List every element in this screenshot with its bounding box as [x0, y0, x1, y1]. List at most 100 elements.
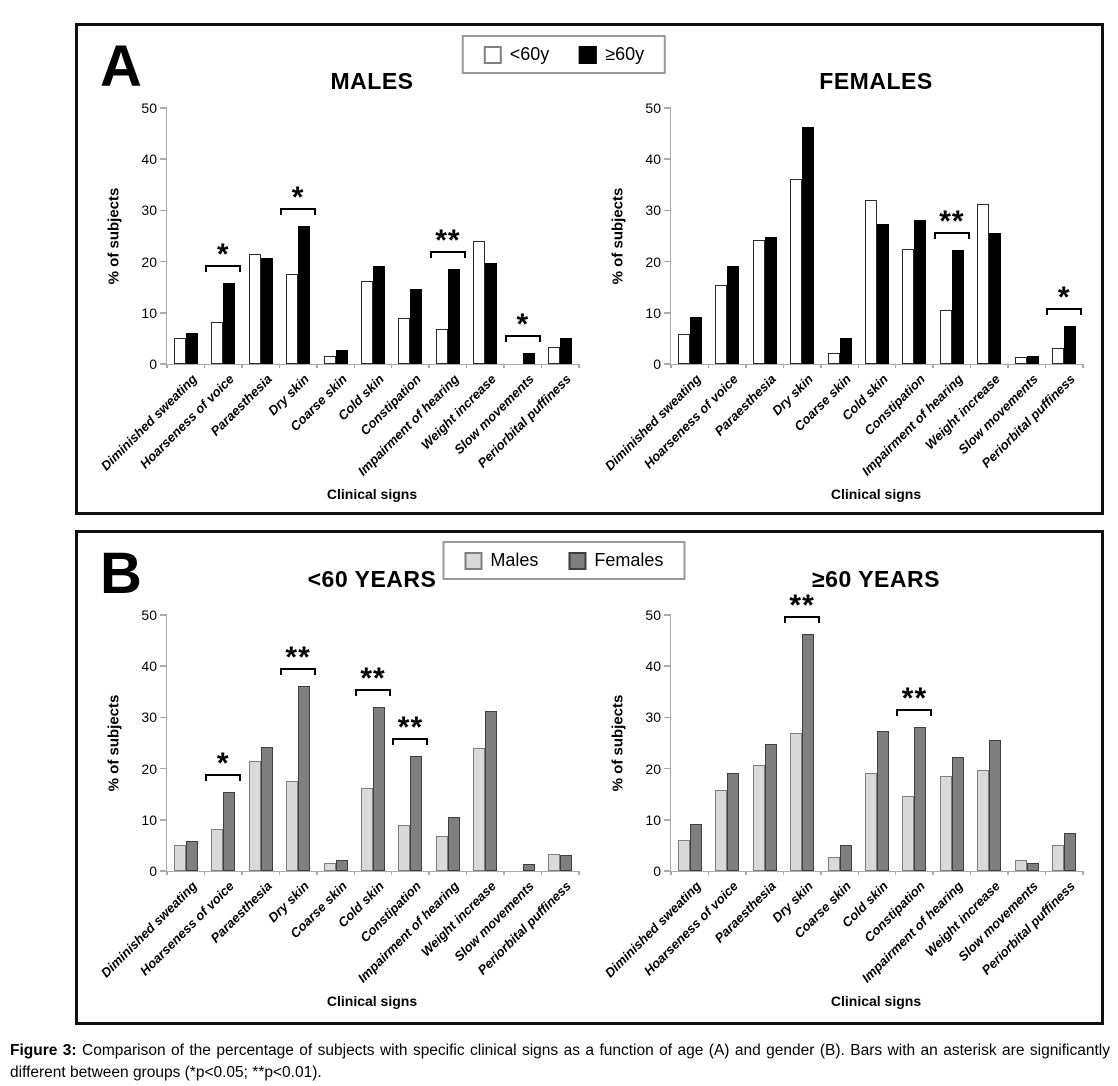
y-axis-tick [664, 260, 671, 263]
x-axis-tick [465, 871, 468, 875]
bar-constipation-females [914, 727, 927, 871]
bar-dry-skin-60y [802, 126, 815, 364]
x-axis-tick [428, 871, 430, 875]
y-axis-tick [664, 819, 671, 821]
y-axis-tick [160, 209, 167, 212]
x-axis-tick [578, 364, 580, 368]
y-axis-tick [664, 665, 671, 667]
x-axis-tick [390, 364, 393, 368]
sig-star-impairment-of-hearing: ** [939, 204, 965, 238]
x-axis-tick [857, 871, 860, 875]
bar-impairment-of-hearing-60y [951, 249, 964, 364]
x-axis-tick [465, 364, 468, 368]
bar-dry-skin-60y [298, 225, 311, 364]
y-tick-label: 30 [645, 202, 661, 219]
bar-periorbital-puffiness-females [560, 855, 573, 871]
bar-weight-increase-males [977, 770, 990, 871]
x-axis-tick [1082, 364, 1084, 368]
bar-coarse-skin-60y [839, 338, 852, 364]
bar-paraesthesia-60y [764, 237, 777, 364]
chart-under-60-years: <60 YEARS % of subjects 0 10 20 30 40 50 Dimin… [78, 533, 583, 1022]
x-axis-tick [203, 364, 206, 368]
x-axis-tick [203, 871, 206, 875]
y-axis-tick [160, 312, 167, 314]
y-tick-label: 20 [645, 760, 661, 777]
y-axis-tick [160, 819, 167, 821]
bar-dry-skin-60y [790, 178, 803, 364]
x-axis-tick [390, 871, 393, 875]
sig-bracket-constipation [392, 737, 429, 745]
sig-bracket-hoarseness-of-voice [205, 265, 242, 273]
x-axis-tick [316, 364, 318, 368]
bar-weight-increase-males [473, 748, 486, 871]
y-tick-label: 20 [645, 253, 661, 270]
x-axis-tick [166, 871, 168, 875]
y-axis-tick [160, 870, 167, 872]
bar-constipation-60y [914, 220, 927, 364]
panel-a: A <60y ≥60y MALES % of subjects 0 10 20 30 4… [75, 23, 1104, 515]
x-axis-tick [1044, 871, 1047, 875]
bar-dry-skin-females [298, 685, 311, 871]
x-axis-tick [1007, 871, 1009, 875]
chart-title-males: MALES [330, 68, 414, 94]
y-axis-tick [160, 107, 167, 109]
bar-cold-skin-males [361, 788, 373, 871]
bar-hoarseness-of-voice-males [211, 828, 224, 871]
y-axis-tick [664, 614, 671, 616]
y-axis-tick [160, 158, 167, 160]
x-axis-tick [969, 364, 972, 368]
y-tick-label: 50 [141, 100, 157, 116]
x-axis-tick [932, 871, 934, 875]
y-tick-label: 20 [141, 253, 157, 270]
bar-diminished-sweating-females [689, 824, 702, 871]
x-axis-tick [241, 364, 243, 368]
bar-cold-skin-60y [877, 224, 889, 364]
y-tick-label: 30 [645, 709, 661, 726]
x-axis-tick [241, 871, 243, 875]
bar-hoarseness-of-voice-females [727, 773, 740, 871]
bar-periorbital-puffiness-males [548, 853, 561, 871]
bar-impairment-of-hearing-males [435, 835, 448, 871]
x-axis-tick [969, 871, 972, 875]
legend-item-over60: ≥60y [579, 44, 644, 65]
x-axis-tick [503, 364, 505, 368]
bar-paraesthesia-females [764, 744, 777, 871]
sig-star-periorbital-puffiness: * [1057, 281, 1071, 315]
sig-bracket-dry-skin [280, 667, 317, 675]
chart-over-60-years: ≥60 YEARS % of subjects 0 10 20 30 40 50 Dimin… [582, 533, 1087, 1022]
figure-caption: Figure 3: Comparison of the percentage o… [10, 1040, 1110, 1084]
y-axis-tick [664, 158, 671, 160]
bar-coarse-skin-females [335, 860, 348, 871]
x-axis-tick [857, 364, 860, 368]
x-axis-tick [782, 871, 785, 875]
sig-bracket-periorbital-puffiness [1046, 308, 1083, 316]
sig-star-dry-skin: * [291, 180, 305, 214]
bar-paraesthesia-60y [248, 253, 261, 364]
sig-star-dry-skin: ** [285, 640, 311, 674]
bar-constipation-males [398, 825, 411, 871]
sig-star-slow-movements: * [516, 307, 530, 341]
bar-weight-increase-60y [989, 232, 1002, 364]
bar-paraesthesia-males [248, 760, 261, 871]
bar-constipation-60y [902, 248, 915, 364]
bar-hoarseness-of-voice-60y [715, 284, 728, 364]
y-axis-tick [664, 312, 671, 314]
bar-diminished-sweating-60y [185, 332, 198, 364]
legend-item-females: Females [568, 550, 663, 571]
x-axis-tick [707, 871, 710, 875]
x-axis-tick [503, 871, 505, 875]
sig-star-impairment-of-hearing: ** [435, 223, 461, 257]
bar-impairment-of-hearing-males [939, 775, 952, 871]
legend-gender-groups: Males Females [442, 541, 686, 580]
legend-age-groups: <60y ≥60y [461, 35, 667, 74]
bar-periorbital-puffiness-60y [548, 346, 561, 364]
y-tick-label: 0 [653, 356, 661, 372]
x-axis-tick [540, 871, 543, 875]
x-axis-tick [745, 364, 747, 368]
sig-star-constipation: ** [397, 710, 424, 744]
figure-caption-label: Figure 3: [10, 1042, 77, 1059]
bar-weight-increase-females [989, 739, 1002, 871]
y-axis-tick [160, 716, 167, 719]
legend-swatch-under60 [483, 45, 502, 64]
bar-hoarseness-of-voice-females [223, 791, 236, 871]
